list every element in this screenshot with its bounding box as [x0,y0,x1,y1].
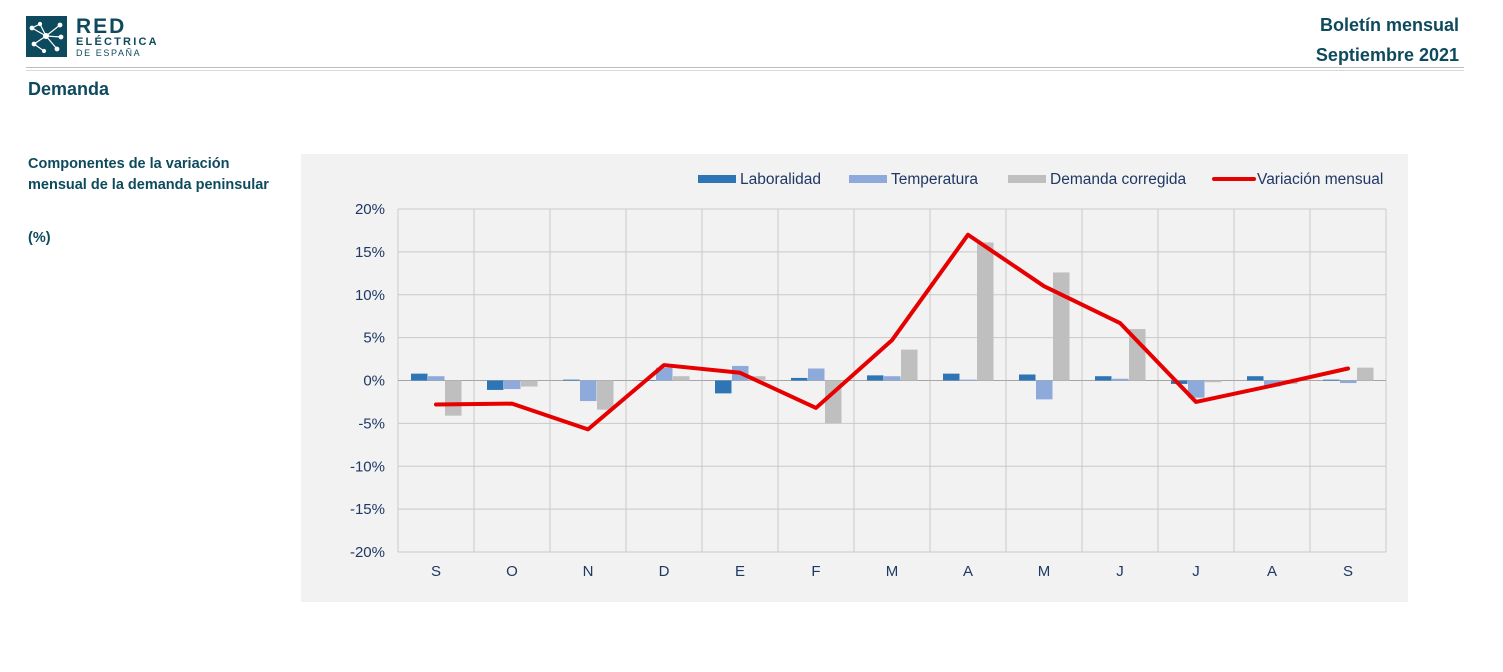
logo-line-3: DE ESPAÑA [76,48,142,58]
legend-label: Variación mensual [1257,171,1383,188]
chart-description: Componentes de la variación mensual de l… [28,156,269,193]
legend-label: Demanda corregida [1050,171,1187,188]
bulletin-title: Boletín mensual [1319,15,1459,35]
network-logo-icon [26,16,67,57]
demand-variation-chart: 20% 15% 10% 5% 0% -5% -10% -15% -20% S O N D E F M A M J J A… [350,171,1387,580]
bar-demanda-corregida [1053,272,1070,381]
y-tick-label: 10% [355,287,385,304]
bar-demanda-corregida [1129,329,1146,381]
red-electrica-logo: RED ELÉCTRICA DE ESPAÑA [26,16,186,62]
logo-line-2: ELÉCTRICA [76,36,159,48]
x-tick-label: O [506,563,518,580]
x-tick-label: S [1343,563,1353,580]
bulletin-period: Septiembre 2021 [1315,45,1459,65]
bar-demanda-corregida [445,380,462,416]
bar-laboralidad [791,377,808,381]
bar-demanda-corregida [1357,367,1374,381]
header-divider-secondary [26,70,1464,71]
bar-demanda-corregida [901,349,918,381]
bar-laboralidad [1095,376,1112,381]
bar-temperatura [504,380,521,390]
x-tick-label: A [963,563,973,580]
header-divider [26,67,1464,68]
bar-demanda-corregida [521,380,538,387]
x-tick-label: J [1192,563,1200,580]
legend-swatch [849,175,887,183]
bar-temperatura [1188,380,1205,398]
x-tick-label: S [431,563,441,580]
logo-wordmark: RED ELÉCTRICA DE ESPAÑA [76,16,159,58]
y-tick-label: -10% [350,458,385,475]
y-tick-label: -20% [350,544,385,561]
bar-laboralidad [487,380,504,390]
y-tick-label: 5% [363,330,385,347]
legend-swatch [698,175,736,183]
bar-temperatura [1112,378,1129,381]
bulletin-header: Boletín mensual Septiembre 2021 [1316,10,1459,70]
y-tick-label: -5% [358,415,385,432]
line-variacion-mensual [434,232,1350,432]
x-tick-label: M [1038,563,1051,580]
section-title: Demanda [28,79,110,99]
logo-line-1: RED [76,15,127,38]
bar-laboralidad [411,373,428,381]
x-tick-label: N [583,563,594,580]
x-tick-label: E [735,563,745,580]
bar-laboralidad [563,379,580,381]
bar-demanda-corregida [673,376,690,381]
bar-temperatura [1340,380,1357,384]
bar-temperatura [884,376,901,381]
bar-temperatura [960,379,977,381]
x-tick-label: F [811,563,820,580]
bar-laboralidad [1247,376,1264,381]
bar-laboralidad [943,373,960,381]
x-tick-label: J [1116,563,1124,580]
x-tick-label: D [659,563,670,580]
chart-panel: 20% 15% 10% 5% 0% -5% -10% -15% -20% S O N D E F M A M J J A… [301,154,1408,602]
bar-temperatura [808,368,825,381]
legend-swatch [1008,175,1046,183]
bar-demanda-corregida [597,380,614,410]
bar-temperatura [428,376,445,381]
legend-label: Temperatura [891,171,978,188]
x-tick-label: A [1267,563,1277,580]
bar-laboralidad [715,380,732,394]
bar-temperatura [580,380,597,402]
bar-laboralidad [867,375,884,381]
y-tick-label: 20% [355,201,385,218]
y-tick-label: -15% [350,501,385,518]
bar-temperatura [1036,380,1053,400]
y-tick-label: 0% [363,373,385,390]
x-tick-label: M [886,563,899,580]
bar-demanda-corregida [1205,380,1222,383]
bar-demanda-corregida [749,376,766,381]
bar-laboralidad [1019,374,1036,381]
bar-demanda-corregida [977,242,994,381]
legend-label: Laboralidad [740,171,821,188]
bar-temperatura [1264,380,1281,387]
y-tick-label: 15% [355,244,385,261]
bar-laboralidad [1323,379,1340,381]
chart-unit: (%) [28,230,51,246]
